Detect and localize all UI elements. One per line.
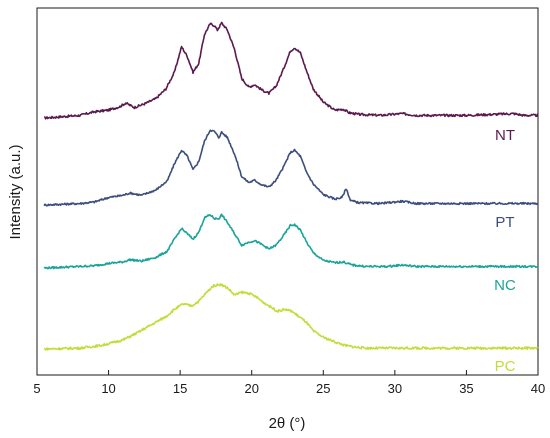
series-line-nc	[43, 213, 539, 270]
series-line-pc	[43, 283, 539, 351]
series-label-nc: NC	[494, 277, 516, 294]
x-axis: 5 10 15 20 25 30 35 40	[33, 370, 545, 396]
x-tick-label: 25	[316, 381, 330, 396]
series-label-pt: PT	[495, 214, 514, 231]
series-label-layer: NT PT NC PC	[494, 127, 516, 375]
series-label-nt: NT	[495, 127, 515, 144]
x-tick-label: 5	[33, 381, 40, 396]
x-tick-label: 40	[531, 381, 545, 396]
plot-frame	[36, 7, 539, 376]
x-tick-label: 10	[101, 381, 115, 396]
x-tick-label: 30	[388, 381, 402, 396]
series-label-pc: PC	[495, 358, 516, 375]
x-tick-label: 15	[173, 381, 187, 396]
series-layer	[43, 21, 539, 351]
x-tick-label: 35	[459, 381, 473, 396]
series-line-nt	[44, 21, 539, 120]
x-axis-title: 2θ (°)	[269, 415, 306, 432]
series-line-pt	[43, 129, 539, 207]
y-axis-title: Intensity (a.u.)	[7, 144, 24, 239]
x-tick-label: 20	[244, 381, 258, 396]
